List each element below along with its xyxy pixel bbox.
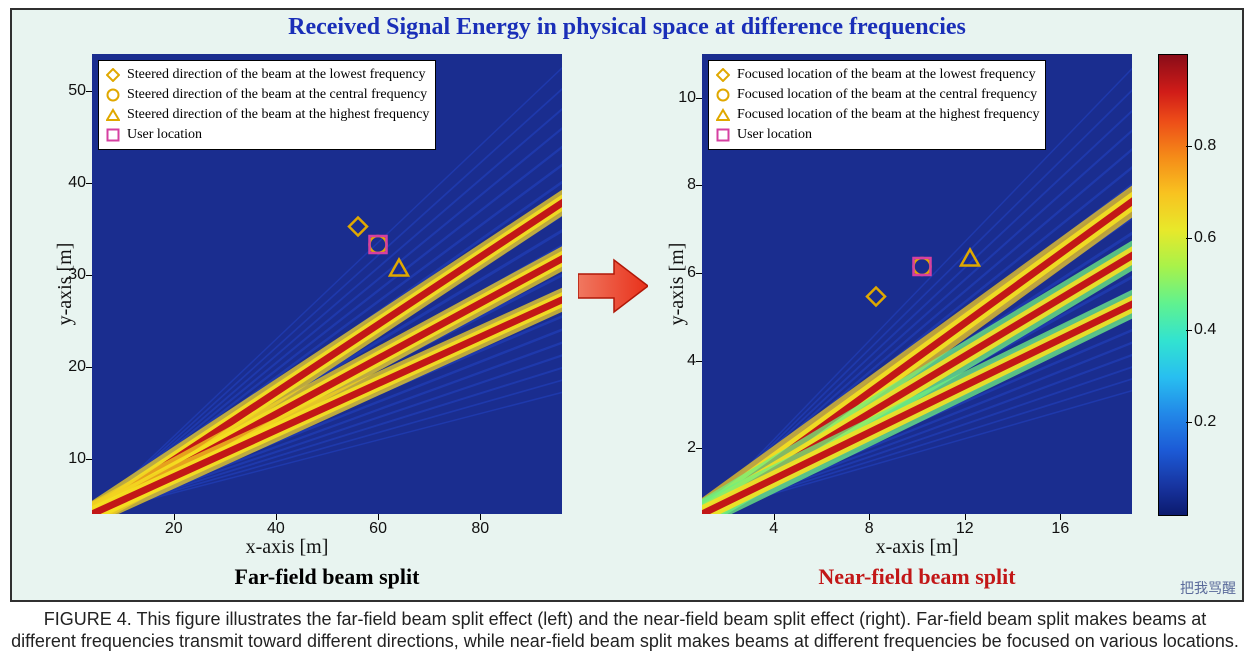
left-plot: Steered direction of the beam at the low…: [92, 54, 562, 514]
left-legend: Steered direction of the beam at the low…: [98, 60, 436, 150]
left-xlabel: x-axis [m]: [246, 536, 329, 559]
ytick-20: 20: [56, 358, 86, 376]
figure-outer: Received Signal Energy in physical space…: [0, 0, 1250, 665]
legend-row-1: Steered direction of the beam at the cen…: [105, 85, 429, 105]
colorbar-tick-0.6: 0.6: [1194, 229, 1216, 247]
colorbar-tick-mark-0.2: [1186, 422, 1192, 423]
colorbar: [1158, 54, 1188, 516]
watermark: 把我骂醒: [1180, 578, 1236, 598]
ytick-40: 40: [56, 174, 86, 192]
legend-circle-icon: [715, 87, 731, 103]
right-legend: Focused location of the beam at the lowe…: [708, 60, 1046, 150]
xtick-mark-8: [869, 514, 870, 520]
legend-circle-icon: [105, 87, 121, 103]
xtick-mark-4: [774, 514, 775, 520]
ytick-mark-8: [696, 185, 702, 186]
ytick-4: 4: [666, 352, 696, 370]
xtick-mark-80: [480, 514, 481, 520]
main-title: Received Signal Energy in physical space…: [12, 14, 1242, 41]
right-ylabel: y-axis [m]: [666, 243, 689, 326]
figure-frame: Received Signal Energy in physical space…: [10, 8, 1244, 602]
xtick-20: 20: [165, 520, 183, 538]
legend-label-2: Focused location of the beam at the high…: [737, 105, 1039, 125]
legend-square-icon: [715, 127, 731, 143]
ytick-mark-20: [86, 367, 92, 368]
right-subtitle: Near-field beam split: [818, 564, 1015, 590]
figure-caption: FIGURE 4. This figure illustrates the fa…: [10, 608, 1240, 652]
marker-diamond-0: [347, 215, 369, 242]
colorbar-tick-0.8: 0.8: [1194, 137, 1216, 155]
xtick-4: 4: [769, 520, 778, 538]
left-subtitle: Far-field beam split: [235, 564, 420, 590]
xtick-mark-40: [276, 514, 277, 520]
marker-square-2: [367, 234, 389, 261]
marker-square-2: [911, 255, 933, 282]
legend-label-2: Steered direction of the beam at the hig…: [127, 105, 429, 125]
legend-label-3: User location: [737, 125, 812, 145]
marker-triangle-3: [959, 246, 981, 273]
ytick-mark-30: [86, 275, 92, 276]
legend-row-0: Steered direction of the beam at the low…: [105, 65, 429, 85]
ytick-2: 2: [666, 439, 696, 457]
legend-row-2: Steered direction of the beam at the hig…: [105, 105, 429, 125]
xtick-mark-20: [174, 514, 175, 520]
marker-diamond-0: [865, 286, 887, 313]
ytick-30: 30: [56, 266, 86, 284]
colorbar-tick-0.4: 0.4: [1194, 321, 1216, 339]
transition-arrow: [578, 258, 648, 319]
colorbar-tick-mark-0.6: [1186, 238, 1192, 239]
ytick-mark-40: [86, 183, 92, 184]
legend-triangle-icon: [715, 107, 731, 123]
legend-triangle-icon: [105, 107, 121, 123]
ytick-10: 10: [666, 89, 696, 107]
xtick-40: 40: [267, 520, 285, 538]
ytick-mark-4: [696, 361, 702, 362]
xtick-12: 12: [956, 520, 974, 538]
xtick-mark-12: [965, 514, 966, 520]
left-ylabel: y-axis [m]: [54, 243, 77, 326]
legend-row-0: Focused location of the beam at the lowe…: [715, 65, 1039, 85]
legend-label-0: Steered direction of the beam at the low…: [127, 65, 426, 85]
legend-row-3: User location: [105, 125, 429, 145]
colorbar-tick-mark-0.8: [1186, 146, 1192, 147]
legend-diamond-icon: [105, 67, 121, 83]
legend-label-1: Focused location of the beam at the cent…: [737, 85, 1037, 105]
xtick-mark-16: [1060, 514, 1061, 520]
ytick-50: 50: [56, 82, 86, 100]
ytick-mark-6: [696, 273, 702, 274]
legend-label-3: User location: [127, 125, 202, 145]
caption-label: FIGURE 4.: [44, 609, 132, 629]
legend-row-1: Focused location of the beam at the cent…: [715, 85, 1039, 105]
xtick-60: 60: [369, 520, 387, 538]
colorbar-tick-mark-0.4: [1186, 330, 1192, 331]
legend-label-1: Steered direction of the beam at the cen…: [127, 85, 427, 105]
legend-row-2: Focused location of the beam at the high…: [715, 105, 1039, 125]
xtick-mark-60: [378, 514, 379, 520]
colorbar-wrap: 0.20.40.60.8: [1158, 54, 1188, 516]
ytick-mark-10: [86, 459, 92, 460]
arrow-icon: [578, 258, 648, 314]
legend-row-3: User location: [715, 125, 1039, 145]
legend-square-icon: [105, 127, 121, 143]
xtick-16: 16: [1051, 520, 1069, 538]
ytick-8: 8: [666, 176, 696, 194]
ytick-mark-2: [696, 448, 702, 449]
ytick-6: 6: [666, 264, 696, 282]
colorbar-tick-0.2: 0.2: [1194, 413, 1216, 431]
ytick-mark-50: [86, 91, 92, 92]
right-xlabel: x-axis [m]: [876, 536, 959, 559]
legend-diamond-icon: [715, 67, 731, 83]
caption-text: This figure illustrates the far-field be…: [11, 609, 1239, 651]
xtick-8: 8: [865, 520, 874, 538]
legend-label-0: Focused location of the beam at the lowe…: [737, 65, 1036, 85]
right-plot: Focused location of the beam at the lowe…: [702, 54, 1132, 514]
xtick-80: 80: [471, 520, 489, 538]
marker-triangle-3: [388, 257, 410, 284]
ytick-mark-10: [696, 98, 702, 99]
ytick-10: 10: [56, 450, 86, 468]
